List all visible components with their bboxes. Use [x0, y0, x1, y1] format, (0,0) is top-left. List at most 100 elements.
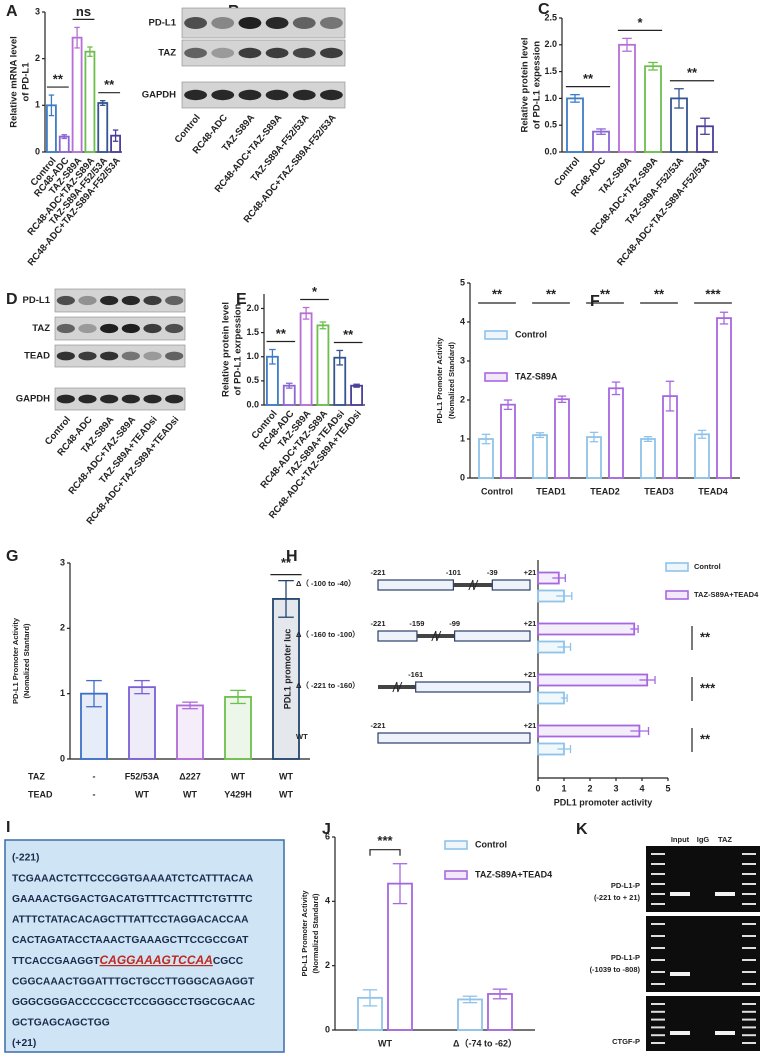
blot-band [100, 295, 119, 306]
error-bar [630, 727, 650, 735]
error-bar [134, 679, 150, 695]
blot-band [211, 89, 235, 101]
sequence-line: ATTTCTATACACAGCTTTATTCCTAGGACACCAA [12, 915, 249, 926]
blot-band [143, 295, 162, 306]
y-tick-label: 6 [325, 831, 330, 841]
error-bar [269, 348, 276, 365]
blot-strip [54, 288, 186, 313]
blot-row-label: TAZ [158, 48, 176, 59]
y-tick-label: 2.0 [544, 39, 557, 49]
error-bar [182, 701, 198, 710]
error-bar [674, 88, 684, 109]
bar [224, 696, 252, 760]
error-bar [552, 574, 566, 582]
x-tick-label: 3 [613, 783, 618, 793]
gel-row-label: PD-L1-P [611, 881, 640, 890]
y-tick-label: 5 [460, 277, 465, 287]
y-axis-label: of PD-L1 exrpession [233, 303, 244, 395]
y-axis-label: Relative protein level [221, 302, 232, 397]
blot-band [121, 295, 140, 306]
blot-band [143, 394, 162, 404]
table-cell: - [93, 771, 96, 781]
gel-row-label: CTGF-P [612, 1037, 640, 1046]
blot-band [121, 394, 140, 404]
annotation-bracket [369, 849, 401, 856]
blot-band [121, 323, 140, 334]
blot-band [100, 351, 119, 361]
legend-label: TAZ-S89A+TEAD4 [694, 590, 759, 599]
y-axis-label: (Nomalized Standard) [447, 341, 456, 419]
gel-band [715, 1031, 735, 1035]
construct-break [431, 630, 442, 642]
error-bar [48, 94, 55, 117]
blot-band [165, 295, 184, 306]
x-tick-label: 1 [561, 783, 566, 793]
gel-column-label: TAZ [718, 835, 732, 844]
legend-label: Control [694, 562, 721, 571]
y-tick-label: 2 [325, 960, 330, 970]
annotation: *** [705, 286, 721, 301]
bar [500, 403, 516, 479]
error-bar [535, 432, 545, 439]
error-bar [112, 129, 119, 142]
construct-break [392, 681, 403, 693]
error-bar [319, 321, 327, 330]
annotation: ** [600, 286, 611, 301]
bar [97, 102, 109, 153]
construct-label: -99 [449, 619, 460, 628]
legend-swatch [484, 372, 508, 382]
sequence-line: GAAAACTGGACTGACATGTTTCACTTTCTGTTTC [12, 894, 253, 905]
x-axis-label: PDL1 promoter activity [554, 797, 653, 807]
bar [299, 312, 313, 406]
construct-box [377, 630, 418, 642]
blot-band [56, 351, 75, 361]
annotation: ** [546, 286, 557, 301]
bar [537, 622, 636, 636]
bar [716, 317, 732, 479]
construct-box [491, 579, 531, 591]
blot-band [78, 295, 97, 306]
gel-column-label: Input [671, 835, 690, 844]
y-tick-label: 2.0 [246, 303, 259, 313]
error-bar [278, 579, 294, 618]
annotation: ** [654, 286, 665, 301]
annotation: ** [281, 555, 292, 570]
legend-label: TAZ-S89A+TEAD4 [475, 869, 552, 879]
construct-label: +21 [524, 619, 537, 628]
error-bar [596, 128, 606, 135]
table-row-label: TEAD [28, 789, 53, 799]
error-bar [362, 989, 378, 1007]
construct-label: +21 [524, 670, 537, 679]
binding-motif: CAGGAAAGTCCAA [100, 953, 213, 967]
construct-box [377, 732, 531, 744]
blot-band [238, 17, 262, 29]
sequence-line: CACTAGATACCTAAACTGAAAGCTTCCGCCGAT [12, 935, 249, 946]
blot-row-label: TEAD [24, 351, 50, 362]
blot-band [292, 89, 316, 101]
sequence-part: TTCACCGAAGGT [12, 956, 100, 967]
error-bar [622, 37, 632, 52]
y-tick-label: 3 [60, 557, 65, 567]
x-tick-label: WT [378, 1038, 392, 1048]
gel [646, 846, 760, 912]
gel-band [670, 972, 690, 976]
bar [350, 384, 363, 406]
gel-column-label: IgG [697, 835, 710, 844]
error-bar [481, 433, 491, 445]
blot-strip [54, 344, 186, 368]
gel-row-label: (-221 to + 21) [594, 893, 641, 902]
bar [457, 998, 483, 1031]
blot-band [320, 47, 343, 59]
panel-label: I [6, 819, 10, 836]
annotation: * [312, 284, 318, 299]
blot-band [100, 323, 119, 334]
blot-row-label: TAZ [32, 323, 50, 334]
error-bar [336, 349, 344, 366]
blot-band [100, 394, 119, 404]
annotation: * [637, 15, 643, 30]
bar [586, 436, 602, 479]
bar [128, 686, 156, 760]
blot-band [238, 47, 262, 59]
legend-label: Control [475, 839, 507, 849]
error-bar [639, 676, 656, 684]
